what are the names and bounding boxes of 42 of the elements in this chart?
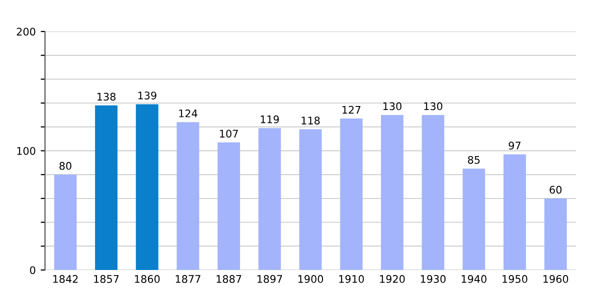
bar xyxy=(380,114,404,270)
x-tick-label: 1860 xyxy=(135,275,160,283)
bar xyxy=(462,168,486,270)
bar xyxy=(54,174,77,270)
bar xyxy=(340,118,363,270)
x-tick-label: 1960 xyxy=(543,275,568,283)
y-tick-label: 0 xyxy=(30,266,36,274)
bar xyxy=(422,114,444,270)
data-label: 138 xyxy=(97,92,116,101)
bar xyxy=(95,105,118,270)
data-label: 127 xyxy=(342,106,360,114)
bar xyxy=(504,154,526,270)
bar xyxy=(136,104,158,270)
x-tick-label: 1897 xyxy=(258,275,282,283)
bar xyxy=(299,129,322,270)
x-tick-label: 1910 xyxy=(339,275,364,283)
data-label: 119 xyxy=(260,115,279,124)
x-tick-label: 1857 xyxy=(94,275,119,283)
x-tick-label: 1950 xyxy=(502,275,528,283)
bar xyxy=(544,198,567,270)
data-label: 97 xyxy=(508,142,520,150)
data-label: 60 xyxy=(550,186,562,194)
x-tick-label: 1930 xyxy=(420,275,446,283)
x-tick-label: 1920 xyxy=(380,275,405,283)
data-label: 85 xyxy=(468,156,480,164)
x-tick-label: 1877 xyxy=(176,275,200,283)
bar xyxy=(176,122,200,270)
data-label: 139 xyxy=(138,92,156,100)
data-label: 118 xyxy=(302,116,320,124)
data-label: 80 xyxy=(60,162,72,170)
y-tick-label: 100 xyxy=(17,146,36,155)
data-label: 130 xyxy=(424,102,442,110)
x-tick-label: 1900 xyxy=(298,275,324,283)
data-label: 130 xyxy=(383,102,402,110)
bar xyxy=(258,128,281,270)
y-tick-label: 200 xyxy=(16,28,36,36)
x-tick-label: 1940 xyxy=(462,275,486,283)
data-label: 107 xyxy=(220,130,238,138)
x-tick-label: 1887 xyxy=(216,275,242,283)
data-label: 124 xyxy=(179,109,198,118)
x-tick-label: 1842 xyxy=(53,275,78,283)
bar xyxy=(218,142,240,270)
